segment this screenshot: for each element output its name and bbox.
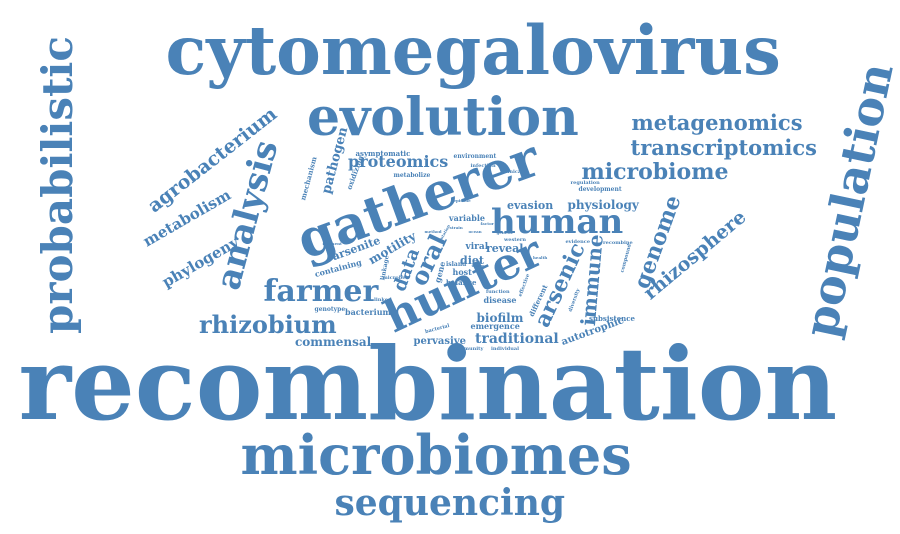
word-farmer: farmer [263,274,379,309]
word-metagenomics: metagenomics [631,109,803,135]
word-immunity: immunity [456,345,484,352]
word-episode: episode [453,198,471,203]
word-strain: strain [449,225,463,230]
word-linked: linked [374,296,392,303]
word-method: method [424,229,442,234]
word-balance: balance [446,277,477,287]
word-compound: compound [618,242,633,273]
word-evolution: evolution [307,87,579,148]
word-pervasive: pervasive [413,336,467,347]
word-reveal: reveal [486,241,524,255]
word-environment: environment [453,153,497,160]
word-diet: diet [460,253,484,267]
word-mechanism: mechanism [297,155,319,201]
word-health: health [533,255,548,260]
word-evasion: evasion [507,198,554,212]
word-emergence: emergence [470,321,520,331]
word-asymptomatic: asymptomatic [355,148,411,158]
word-western: western [504,236,527,243]
word-variable: variable [449,213,485,223]
word-individual: individual [491,345,520,352]
word-frequent: frequent [322,241,342,246]
word-evidence: evidence [565,238,591,245]
word-transcriptomics: transcriptomics [630,134,818,160]
word-ocean: ocean [468,229,482,234]
word-commensal: commensal [295,335,372,349]
word-clinical: clinical [502,168,524,175]
word-traditional: traditional [475,331,559,347]
word-physiology: physiology [567,198,639,212]
word-recombination: recombination [18,325,838,443]
word-microbiomes: microbiomes [240,423,632,487]
word-development: development [578,186,622,193]
word-genetic: genetic [496,230,514,235]
word-subsistence: subsistence [589,313,635,323]
word-population: population [792,58,900,342]
word-sequencing: sequencing [334,482,566,524]
word-island: island [446,261,467,268]
word-function: function [486,288,510,295]
word-disease: disease [483,295,517,305]
word-metabolize: metabolize [393,172,431,179]
word-human: human [491,202,624,242]
word-probabilistic: probabilistic [32,36,82,334]
word-rhizobium: rhizobium [199,310,337,339]
word-usage: usage [471,263,485,268]
word-bacterium: bacterium [345,307,391,317]
word-regulation: regulation [570,179,600,186]
word-viral: viral [465,241,489,252]
word-proteomics: proteomics [348,152,449,171]
word-genotype: genotype [314,306,346,313]
word-host: host [452,267,472,277]
word-cytomegalovirus: cytomegalovirus [165,10,781,90]
word-recombine: recombine [603,239,633,246]
word-factor: factor [480,221,494,226]
word-infection: infection [470,162,496,169]
word-biofilm: biofilm [476,311,524,325]
word-microbe: microbe [382,274,406,281]
word-microbiome: microbiome [581,159,729,185]
